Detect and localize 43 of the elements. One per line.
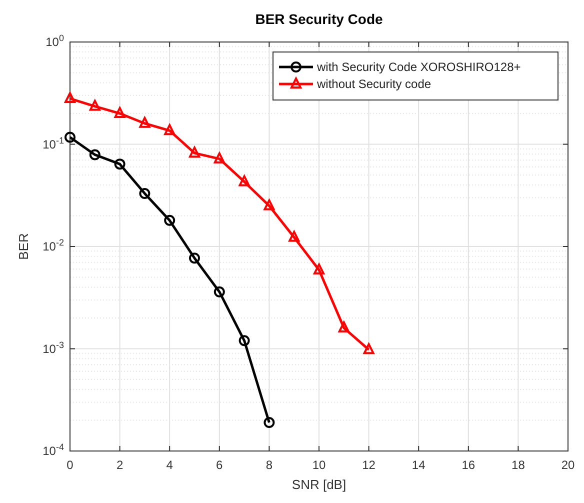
- x-tick-label: 12: [362, 458, 376, 472]
- point: [288, 230, 300, 242]
- x-tick-label: 20: [561, 458, 575, 472]
- y-tick-label: 10$^{0}$: [46, 33, 64, 49]
- x-tick-label: 6: [216, 458, 224, 472]
- x-tick-label: 8: [266, 458, 273, 472]
- legend-label: without Security code: [316, 77, 432, 91]
- point: [214, 152, 225, 164]
- legend-label: with Security Code XOROSHIRO128+: [316, 60, 521, 74]
- point: [214, 286, 225, 298]
- point: [64, 132, 76, 143]
- point: [64, 92, 76, 104]
- point: [139, 188, 150, 199]
- point: [363, 343, 374, 354]
- point: [314, 263, 324, 274]
- y-tick-label: 10$^{-2}$: [42, 238, 64, 254]
- point: [189, 252, 200, 264]
- y-axis-title: BER: [16, 233, 31, 260]
- point: [114, 106, 126, 118]
- point: [238, 335, 250, 346]
- x-tick-label: 0: [66, 458, 74, 472]
- chart-title: BER Security Code: [255, 11, 384, 27]
- x-axis-title: SNR [dB]: [292, 477, 346, 492]
- x-tick-label: 4: [166, 458, 174, 472]
- y-tick-label: 10$^{-4}$: [42, 442, 64, 458]
- x-tick-label: 18: [512, 458, 526, 472]
- x-tick-label: 16: [462, 458, 476, 472]
- point: [264, 199, 275, 210]
- point: [338, 321, 350, 332]
- point: [89, 149, 100, 160]
- x-tick-label: 2: [116, 458, 124, 472]
- point: [264, 416, 275, 428]
- point: [238, 175, 250, 186]
- point: [139, 116, 150, 128]
- point: [189, 146, 200, 158]
- point: [114, 158, 126, 170]
- point: [89, 100, 100, 111]
- y-tick-label: 10$^{-3}$: [42, 340, 64, 356]
- y-tick-label: 10$^{-1}$: [42, 135, 64, 152]
- x-tick-label: 14: [412, 458, 426, 472]
- point: [164, 214, 176, 226]
- x-tick-label: 10: [312, 458, 326, 472]
- point: [164, 124, 176, 136]
